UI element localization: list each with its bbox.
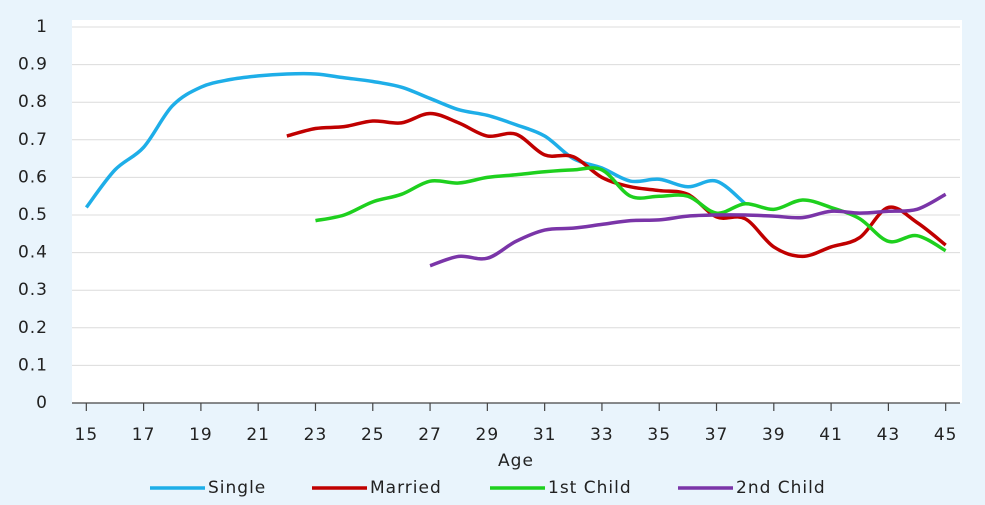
x-axis-label: Age bbox=[498, 451, 534, 471]
series-line bbox=[429, 192, 947, 268]
legend-label: Married bbox=[370, 478, 442, 498]
legend-label: 2nd Child bbox=[736, 478, 826, 498]
x-tick-label: 35 bbox=[647, 425, 671, 445]
x-tick-label: 19 bbox=[189, 425, 213, 445]
y-tick-label: 0.7 bbox=[18, 130, 48, 150]
y-tick-label: 0.4 bbox=[18, 243, 48, 263]
x-tick-label: 27 bbox=[418, 425, 442, 445]
x-tick-label: 31 bbox=[533, 425, 557, 445]
x-tick-label: 37 bbox=[705, 425, 729, 445]
x-tick-label: 45 bbox=[934, 425, 958, 445]
y-tick-label: 0.8 bbox=[18, 92, 48, 112]
x-tick-label: 39 bbox=[762, 425, 786, 445]
x-tick-label: 33 bbox=[590, 425, 614, 445]
x-tick-label: 29 bbox=[476, 425, 500, 445]
y-tick-label: 0.1 bbox=[18, 355, 48, 375]
legend-label: Single bbox=[208, 478, 266, 498]
legend-label: 1st Child bbox=[548, 478, 632, 498]
y-tick-label: 0.3 bbox=[18, 280, 48, 300]
y-tick-label: 0.9 bbox=[18, 55, 48, 75]
x-tick-label: 41 bbox=[819, 425, 843, 445]
y-tick-label: 1 bbox=[36, 17, 48, 37]
series-line bbox=[84, 71, 747, 209]
x-tick-label: 21 bbox=[246, 425, 270, 445]
y-tick-label: 0.2 bbox=[18, 318, 48, 338]
x-tick-label: 43 bbox=[877, 425, 901, 445]
y-tick-label: 0.5 bbox=[18, 205, 48, 225]
y-tick-label: 0 bbox=[36, 393, 48, 413]
x-tick-label: 15 bbox=[75, 425, 99, 445]
x-tick-label: 23 bbox=[304, 425, 328, 445]
x-tick-label: 17 bbox=[132, 425, 156, 445]
plot-area bbox=[72, 20, 962, 403]
y-tick-label: 0.6 bbox=[18, 167, 48, 187]
x-tick-label: 25 bbox=[361, 425, 385, 445]
